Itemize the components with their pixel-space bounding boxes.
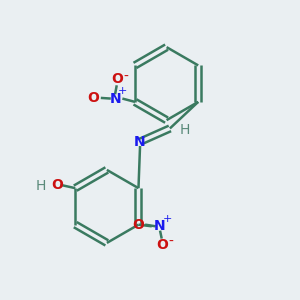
Text: -: - <box>169 235 173 249</box>
Text: O: O <box>156 238 168 252</box>
Text: N: N <box>154 219 166 233</box>
Text: N: N <box>109 92 121 106</box>
Text: O: O <box>111 72 123 86</box>
Text: O: O <box>51 178 63 192</box>
Text: O: O <box>133 218 144 232</box>
Text: +: + <box>163 214 172 224</box>
Text: O: O <box>88 91 99 105</box>
Text: N: N <box>134 135 146 149</box>
Text: H: H <box>180 123 190 137</box>
Text: +: + <box>118 86 127 96</box>
Text: H: H <box>35 178 46 193</box>
Text: -: - <box>124 70 128 84</box>
